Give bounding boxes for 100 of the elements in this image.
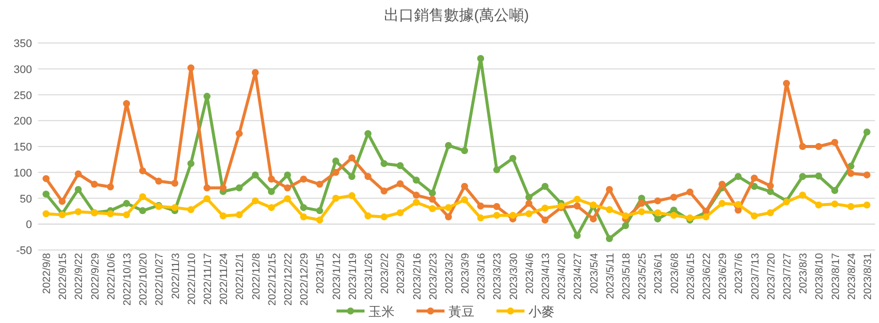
x-tick-label: 2023/6/15 — [684, 252, 697, 300]
x-tick-label: 2023/7/27 — [781, 252, 794, 300]
point — [766, 188, 774, 196]
point — [670, 194, 678, 201]
point — [300, 204, 308, 212]
point — [590, 215, 597, 222]
point — [74, 170, 82, 178]
point — [139, 193, 146, 200]
x-tick-label: 2023/6/8 — [668, 252, 681, 294]
point — [380, 213, 388, 220]
point — [654, 215, 662, 222]
point — [815, 143, 822, 150]
point — [542, 182, 549, 190]
point — [734, 173, 742, 180]
point — [815, 172, 822, 180]
x-tick-label: 2023/5/18 — [620, 252, 633, 300]
point — [638, 200, 646, 207]
point — [509, 154, 516, 162]
x-tick-label: 2023/3/2 — [443, 252, 456, 294]
x-tick-label: 2023/1/26 — [362, 252, 375, 300]
point — [42, 190, 50, 198]
point — [477, 202, 484, 210]
point — [380, 160, 388, 168]
x-tick-label: 2023/3/16 — [476, 252, 488, 300]
x-tick-label: 2023/6/29 — [717, 252, 730, 300]
point — [42, 175, 50, 182]
point — [220, 184, 227, 192]
point — [606, 206, 613, 214]
point — [831, 186, 838, 194]
x-tick-label: 2023/6/1 — [652, 252, 665, 294]
point — [332, 194, 340, 202]
point — [766, 209, 774, 216]
point — [847, 203, 854, 210]
point — [284, 184, 291, 192]
x-tick-label: 2023/2/2 — [379, 252, 392, 294]
point — [525, 200, 532, 207]
y-tick-label: 100 — [14, 167, 32, 180]
y-tick-label: 150 — [14, 142, 32, 154]
point — [863, 128, 870, 136]
point — [477, 55, 484, 62]
point — [574, 202, 581, 210]
point — [863, 171, 870, 178]
point — [171, 180, 178, 187]
x-tick-label: 2022/11/24 — [218, 252, 230, 305]
point — [412, 192, 420, 199]
x-tick-label: 2023/2/16 — [411, 252, 424, 300]
point — [106, 210, 114, 218]
point — [316, 180, 324, 188]
x-tick-label: 2023/8/10 — [814, 252, 826, 300]
point — [268, 204, 275, 212]
y-tick-label: 200 — [14, 116, 32, 128]
x-tick-label: 2023/7/6 — [733, 252, 746, 294]
point — [300, 213, 308, 220]
point — [187, 64, 194, 72]
x-tick-label: 2023/4/6 — [524, 252, 536, 294]
x-tick-label: 2023/8/31 — [862, 252, 874, 300]
x-tick-label: 2022/10/6 — [105, 252, 118, 300]
point — [364, 173, 372, 180]
y-tick-label: 250 — [14, 90, 32, 102]
x-tick-label: 2023/4/20 — [556, 252, 568, 300]
x-tick-label: 2023/1/19 — [346, 252, 359, 300]
point — [90, 180, 98, 188]
point — [123, 100, 130, 108]
point — [428, 190, 436, 197]
point — [204, 184, 211, 192]
point — [638, 208, 646, 216]
point — [412, 198, 420, 206]
x-tick-label: 2022/9/15 — [57, 252, 70, 300]
x-tick-label: 2023/1/5 — [314, 252, 327, 294]
point — [428, 196, 436, 203]
point — [574, 196, 581, 203]
point — [268, 176, 275, 183]
legend-label: 小麥 — [528, 304, 554, 319]
point — [300, 176, 308, 183]
x-tick-label: 2023/1/12 — [330, 252, 343, 300]
point — [252, 197, 259, 204]
chart-title: 出口銷售數據(萬公噸) — [384, 7, 529, 24]
point — [734, 200, 742, 208]
point — [396, 162, 404, 170]
point — [863, 201, 870, 208]
point — [204, 195, 211, 202]
point — [606, 235, 613, 242]
point — [686, 188, 694, 196]
point — [348, 154, 356, 162]
point — [171, 204, 178, 212]
point — [493, 166, 500, 174]
point — [525, 210, 532, 218]
point — [187, 160, 194, 168]
point — [428, 205, 436, 212]
point — [252, 171, 259, 178]
point — [799, 143, 806, 150]
point — [284, 195, 291, 202]
point — [444, 204, 452, 212]
point — [622, 222, 630, 230]
point — [606, 186, 613, 193]
point — [74, 208, 82, 216]
x-tick-label: 2022/11/3 — [170, 252, 182, 299]
point — [123, 200, 130, 207]
point — [348, 173, 356, 180]
point — [525, 194, 532, 201]
